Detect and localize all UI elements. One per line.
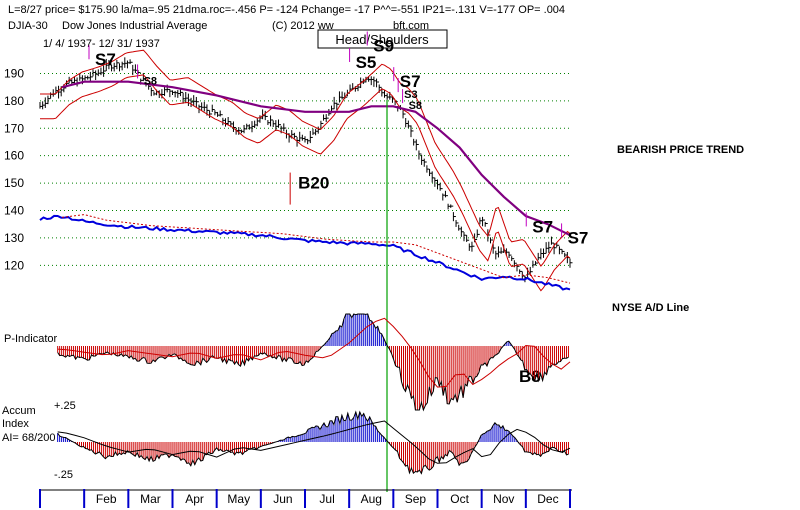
index-code: DJIA-30 [8, 20, 48, 32]
signal-s5: S5 [356, 53, 377, 72]
signal-b20: B20 [298, 174, 329, 193]
ad-line-path [39, 214, 571, 291]
signal-s9: S9 [373, 37, 394, 56]
y-tick-160: 160 [4, 149, 24, 163]
lower-band [40, 74, 571, 292]
month-label-aug: Aug [361, 492, 382, 506]
date-range: 1/ 4/ 1937- 12/ 31/ 1937 [43, 38, 160, 50]
month-label-sep: Sep [405, 492, 427, 506]
histogram-outline [57, 410, 569, 475]
signal-s7: S7 [568, 228, 589, 247]
month-label-may: May [227, 492, 250, 506]
ad-line-ma [62, 214, 571, 284]
accum-index-histogram [57, 410, 571, 475]
histogram-ma [57, 317, 571, 388]
y-tick-180: 180 [4, 94, 24, 108]
signal-b8: B8 [519, 367, 541, 386]
y-tick-150: 150 [4, 176, 24, 190]
moving-average-line [61, 80, 571, 237]
y-tick-130: 130 [4, 231, 24, 245]
signal-s7: S7 [95, 50, 116, 69]
month-label-oct: Oct [450, 492, 469, 506]
upper-band [40, 49, 571, 267]
header-line1: L=8/27 price= $175.90 la/ma=.95 21dma.ro… [8, 4, 565, 16]
copyright-prefix: (C) 2012 ww [272, 20, 334, 32]
accum-upper-label: +.25 [54, 400, 76, 412]
accum-label-2: Index [2, 418, 29, 430]
histogram-outline [57, 313, 569, 412]
nyse-ad-label: NYSE A/D Line [612, 302, 689, 314]
month-label-apr: Apr [185, 492, 204, 506]
month-label-feb: Feb [96, 492, 117, 506]
head-shoulders-label: Head/Shoulders [335, 32, 429, 47]
head-shoulders-frame [317, 29, 448, 49]
month-axis: Feb Mar Apr May Jun Jul Aug Sep Oct Nov Dec [39, 489, 572, 508]
nyse-ad-line [39, 214, 571, 291]
accum-label-3: AI= 68/200 [2, 432, 56, 444]
copyright-suffix: bft.com [393, 20, 429, 32]
y-tick-140: 140 [4, 204, 24, 218]
signal-s7: S7 [400, 72, 421, 91]
p-indicator-label: P-Indicator [4, 333, 58, 345]
accum-label-1: Accum [2, 405, 36, 417]
signal-s3: S3 [404, 89, 417, 101]
month-label-jul: Jul [319, 492, 334, 506]
price-bands [40, 49, 571, 292]
month-label-jun: Jun [273, 492, 292, 506]
y-tick-170: 170 [4, 121, 24, 135]
head-shoulders-box: Head/Shoulders [317, 29, 448, 49]
signal-s7: S7 [532, 217, 553, 236]
bearish-trend-label: BEARISH PRICE TREND [617, 144, 744, 156]
moving-average [61, 80, 571, 237]
accum-lower-label: -.25 [54, 469, 73, 481]
signal-s8: S8 [144, 75, 157, 87]
price-y-ticks: 190 180 170 160 150 140 130 120 [4, 66, 24, 272]
y-tick-190: 190 [4, 66, 24, 80]
y-tick-120: 120 [4, 258, 24, 272]
histogram-ma [57, 420, 571, 464]
month-label-dec: Dec [537, 492, 558, 506]
month-label-mar: Mar [140, 492, 161, 506]
price-gridlines [40, 72, 570, 266]
index-name: Dow Jones Industrial Average [62, 20, 207, 32]
month-label-nov: Nov [493, 492, 514, 506]
p-indicator-histogram [57, 313, 571, 412]
price-bars [39, 57, 573, 283]
signal-s8: S8 [409, 100, 422, 112]
